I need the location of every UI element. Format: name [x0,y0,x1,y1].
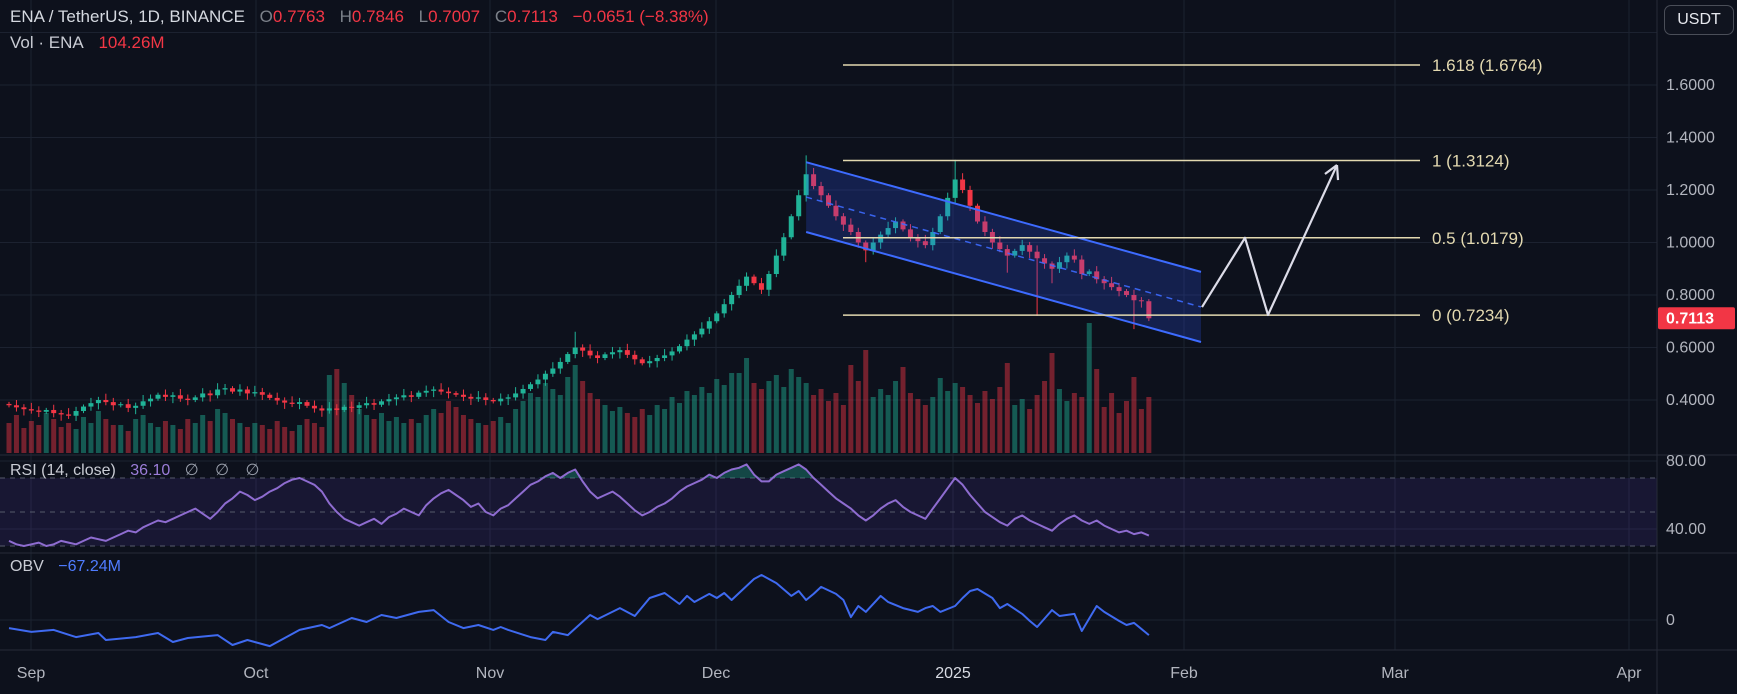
rsi-label: RSI (14, close) [10,462,116,479]
obv-plot [8,574,1150,648]
time-axis-label: Feb [1170,665,1198,682]
svg-text:40.00: 40.00 [1666,521,1706,538]
time-axis-label: Mar [1381,665,1409,682]
svg-text:1.0000: 1.0000 [1666,235,1715,252]
fib-level-label: 1 (1.3124) [1432,151,1510,170]
svg-text:0.8000: 0.8000 [1666,287,1715,304]
svg-text:1.4000: 1.4000 [1666,130,1715,147]
volume-value: 104.26M [98,33,165,52]
rsi-plot [8,463,1150,547]
open-value: 0.7763 [272,7,325,26]
rsi-value: 36.10 [130,462,171,479]
price-axis[interactable]: 1.6000 1.4000 1.2000 1.0000 0.8000 0.6000 0.40… [1658,77,1735,629]
rsi-band [0,477,1657,547]
close-value: 0.7113 [507,7,558,26]
obv-value: −67.24M [58,558,121,575]
time-axis[interactable]: Sep Oct Nov Dec 2025 Feb Mar Apr [17,665,1642,682]
time-axis-label: 2025 [935,665,971,682]
time-axis-label: Dec [702,665,730,682]
svg-text:0.6000: 0.6000 [1666,340,1715,357]
svg-text:0: 0 [1666,612,1675,629]
rsi-empty-values: ∅ ∅ ∅ [184,462,266,479]
time-axis-label: Sep [17,665,46,682]
obv-line [8,574,1150,648]
open-label: O [259,7,273,26]
svg-text:1.2000: 1.2000 [1666,182,1715,199]
grid-lines [0,0,1657,650]
svg-text:0.4000: 0.4000 [1666,392,1715,409]
change-value: −0.0651 (−8.38%) [572,7,709,26]
last-price-badge [1658,307,1735,330]
fib-level-label: 0 (0.7234) [1432,306,1510,325]
fib-level-label: 0.5 (1.0179) [1432,229,1524,248]
high-value: 0.7846 [351,7,404,26]
projection-arrow [1201,164,1340,317]
low-label: L [418,7,429,26]
high-label: H [339,7,352,26]
symbol-title[interactable]: ENA / TetherUS, 1D, BINANCE [10,7,245,26]
rsi-line [8,463,1150,547]
low-value: 0.7007 [428,7,481,26]
svg-text:80.00: 80.00 [1666,453,1706,470]
fibonacci-retracement: 1.618 (1.6764) 1 (1.3124) 0.5 (1.0179) 0 (0… [843,56,1543,325]
obv-legend[interactable]: OBV −67.24M [10,558,121,576]
time-axis-label: Oct [244,665,269,682]
volume-label: Vol · ENA [10,33,84,52]
svg-text:1.6000: 1.6000 [1666,77,1715,94]
obv-label: OBV [10,558,44,575]
volume-histogram [6,323,1152,453]
last-price-value: 0.7113 [1666,310,1714,327]
symbol-header[interactable]: ENA / TetherUS, 1D, BINANCE O0.7763 H0.7… [10,7,709,27]
volume-legend[interactable]: Vol · ENA 104.26M [10,33,165,53]
descending-channel [805,161,1202,343]
rsi-legend[interactable]: RSI (14, close) 36.10 ∅ ∅ ∅ [10,460,265,480]
close-label: C [494,7,508,26]
fib-level-label: 1.618 (1.6764) [1432,56,1543,75]
time-axis-label: Apr [1617,665,1643,682]
time-axis-label: Nov [476,665,504,682]
candlesticks [6,155,1152,421]
currency-toggle-button[interactable]: USDT [1664,5,1734,35]
